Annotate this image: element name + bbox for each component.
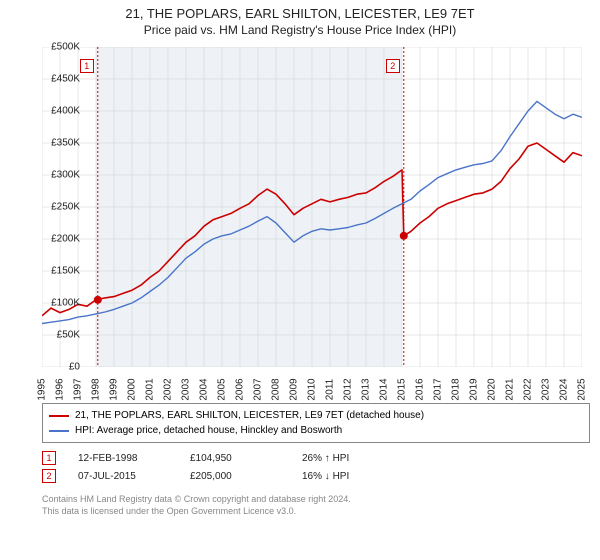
x-axis-label: 2008 [271, 378, 282, 400]
y-axis-label: £200K [42, 234, 80, 245]
y-axis-label: £150K [42, 266, 80, 277]
title-block: 21, THE POPLARS, EARL SHILTON, LEICESTER… [0, 0, 600, 39]
x-axis-label: 2016 [415, 378, 426, 400]
legend-label-property: 21, THE POPLARS, EARL SHILTON, LEICESTER… [75, 408, 424, 423]
x-axis-label: 2025 [577, 378, 588, 400]
x-axis-label: 2023 [541, 378, 552, 400]
marker-price-1: £104,950 [190, 453, 280, 464]
legend-swatch-property [49, 415, 69, 417]
x-axis-label: 2020 [487, 378, 498, 400]
legend: 21, THE POPLARS, EARL SHILTON, LEICESTER… [42, 403, 590, 443]
x-axis-label: 2022 [523, 378, 534, 400]
chart-area: £0£50K£100K£150K£200K£250K£300K£350K£400… [42, 47, 590, 367]
x-axis-label: 2007 [253, 378, 264, 400]
legend-label-hpi: HPI: Average price, detached house, Hinc… [75, 423, 342, 438]
x-axis-label: 2014 [379, 378, 390, 400]
x-axis-label: 1999 [109, 378, 120, 400]
x-axis-label: 2009 [289, 378, 300, 400]
y-axis-label: £0 [42, 362, 80, 373]
marker-badge-1: 1 [42, 451, 56, 465]
markers-table: 1 12-FEB-1998 £104,950 26% ↑ HPI 2 07-JU… [42, 449, 590, 485]
y-axis-label: £400K [42, 106, 80, 117]
marker-price-2: £205,000 [190, 471, 280, 482]
y-axis-label: £250K [42, 202, 80, 213]
y-axis-label: £350K [42, 138, 80, 149]
title-main: 21, THE POPLARS, EARL SHILTON, LEICESTER… [0, 6, 600, 21]
x-axis-label: 1995 [37, 378, 48, 400]
marker-delta-2: 16% ↓ HPI [302, 471, 392, 482]
x-axis-label: 2006 [235, 378, 246, 400]
marker-row-2: 2 07-JUL-2015 £205,000 16% ↓ HPI [42, 467, 590, 485]
x-axis-label: 2017 [433, 378, 444, 400]
x-axis-label: 2000 [127, 378, 138, 400]
x-axis-label: 1996 [55, 378, 66, 400]
line-chart [42, 47, 582, 367]
y-axis-label: £500K [42, 42, 80, 53]
legend-row-hpi: HPI: Average price, detached house, Hinc… [49, 423, 583, 438]
x-axis-label: 2003 [181, 378, 192, 400]
x-axis-label: 2018 [451, 378, 462, 400]
x-axis-label: 2011 [325, 379, 336, 401]
legend-swatch-hpi [49, 430, 69, 432]
footer-line-2: This data is licensed under the Open Gov… [42, 505, 590, 517]
marker-date-2: 07-JUL-2015 [78, 471, 168, 482]
marker-badge-2: 2 [42, 469, 56, 483]
x-axis-label: 2021 [505, 378, 516, 400]
x-axis-label: 2005 [217, 378, 228, 400]
chart-marker-badge: 1 [80, 59, 94, 73]
x-axis-label: 2013 [361, 378, 372, 400]
footer: Contains HM Land Registry data © Crown c… [42, 493, 590, 517]
title-sub: Price paid vs. HM Land Registry's House … [0, 23, 600, 37]
marker-date-1: 12-FEB-1998 [78, 453, 168, 464]
y-axis-label: £100K [42, 298, 80, 309]
x-axis-label: 2012 [343, 378, 354, 400]
x-axis-label: 1998 [91, 378, 102, 400]
x-axis-label: 2001 [145, 378, 156, 400]
footer-line-1: Contains HM Land Registry data © Crown c… [42, 493, 590, 505]
y-axis-label: £450K [42, 74, 80, 85]
x-axis-label: 1997 [73, 378, 84, 400]
x-axis-label: 2015 [397, 378, 408, 400]
legend-row-property: 21, THE POPLARS, EARL SHILTON, LEICESTER… [49, 408, 583, 423]
x-axis-label: 2010 [307, 378, 318, 400]
y-axis-label: £50K [42, 330, 80, 341]
chart-marker-badge: 2 [386, 59, 400, 73]
y-axis-label: £300K [42, 170, 80, 181]
x-axis-label: 2024 [559, 378, 570, 400]
marker-delta-1: 26% ↑ HPI [302, 453, 392, 464]
x-axis-label: 2004 [199, 378, 210, 400]
x-axis-label: 2002 [163, 378, 174, 400]
x-axis-label: 2019 [469, 378, 480, 400]
marker-row-1: 1 12-FEB-1998 £104,950 26% ↑ HPI [42, 449, 590, 467]
